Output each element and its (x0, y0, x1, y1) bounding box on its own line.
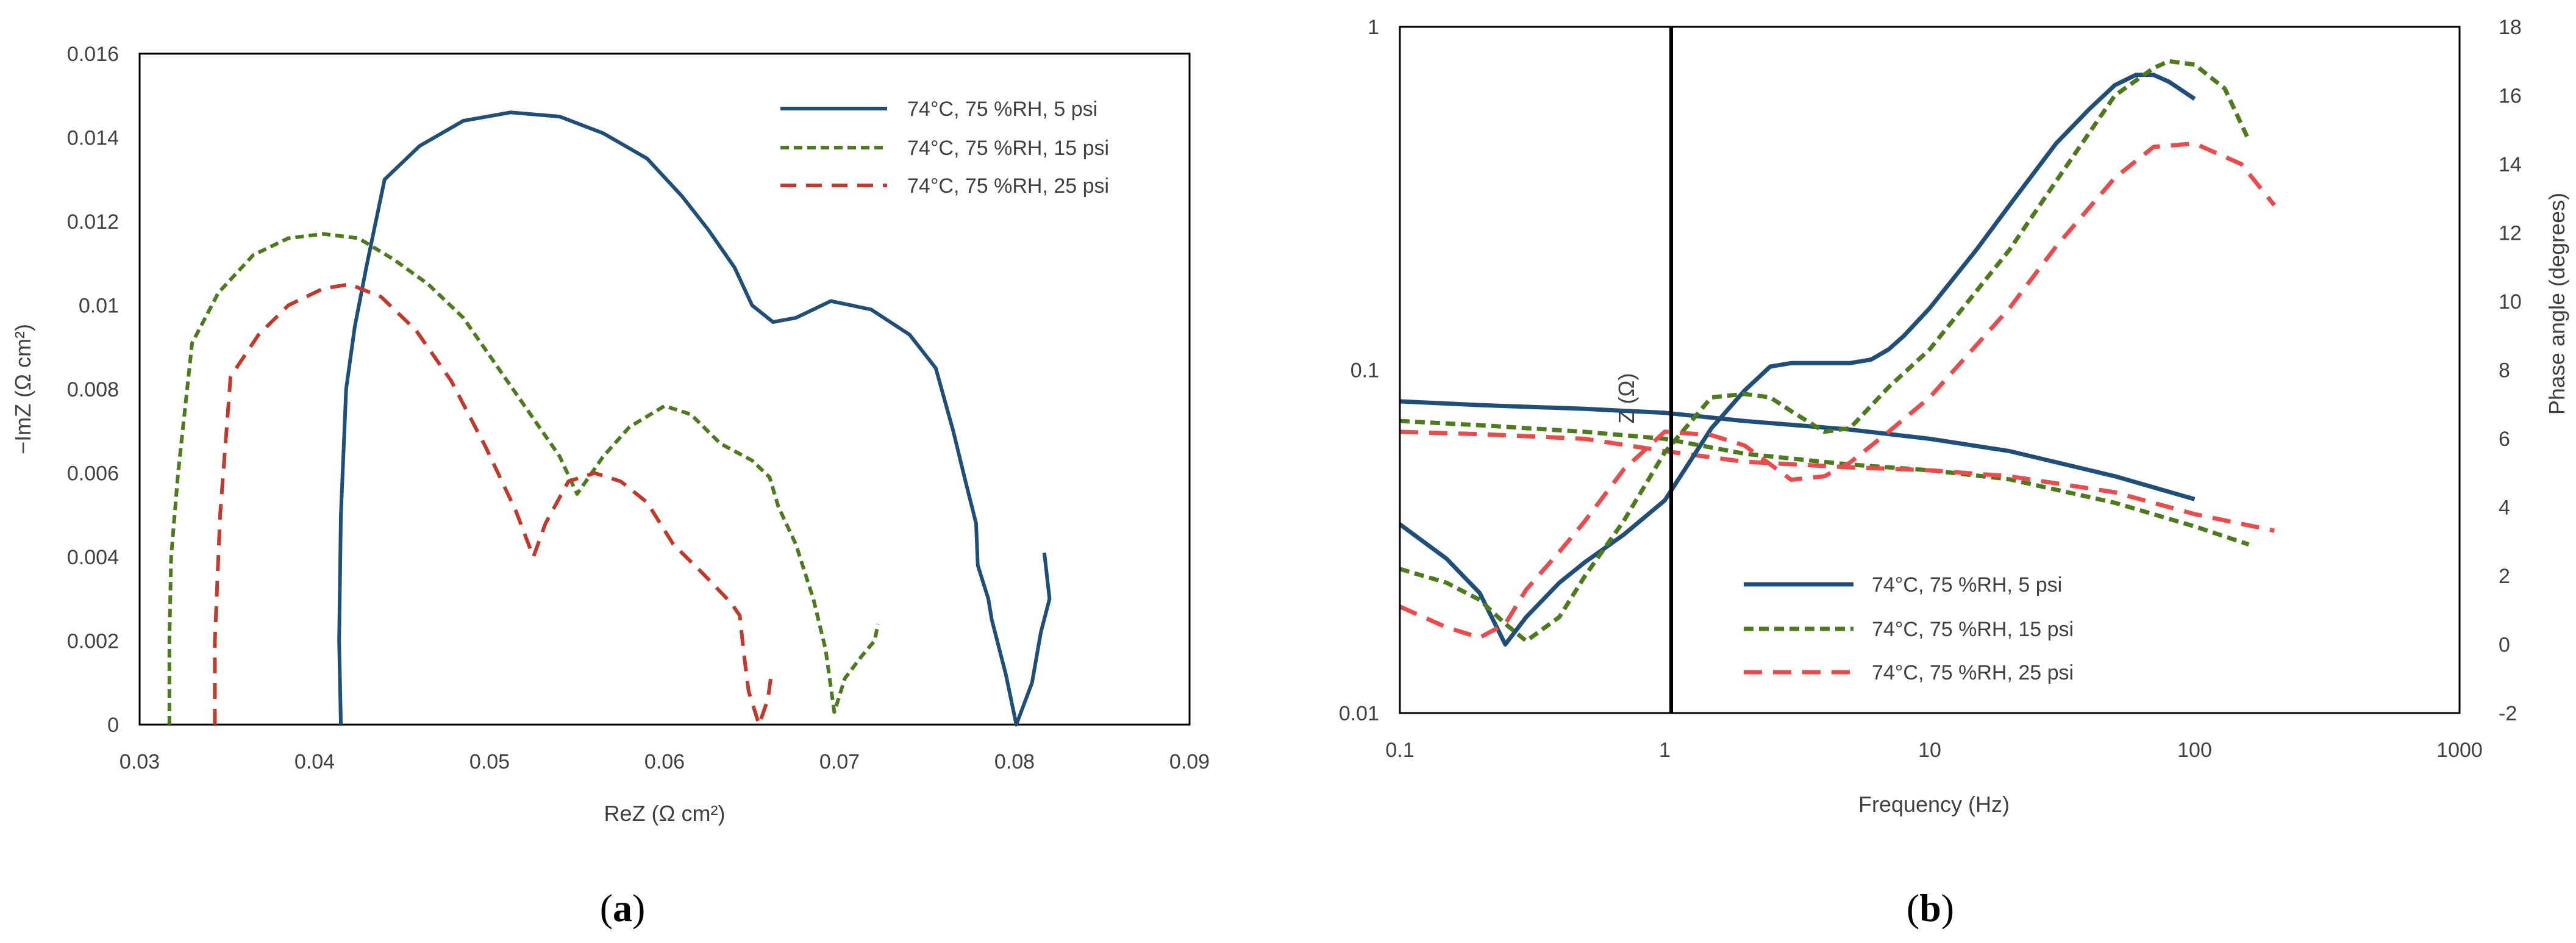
chart-b-legend: 74°C, 75 %RH, 5 psi 74°C, 75 %RH, 15 psi… (1744, 573, 2074, 684)
chart-a-series-line-5psi (337, 110, 1052, 726)
chart-a-x-tick-label: 0.03 (120, 750, 160, 773)
chart-a-y-tick-label: 0.016 (67, 43, 119, 66)
chart-a-y-axis-label: −ImZ (Ω cm²) (10, 324, 35, 454)
chart-a-series-line-15psi (167, 232, 880, 725)
chart-a-x-tick-label: 0.06 (644, 750, 685, 773)
chart-b-x-tick-labels: 0.1 1 10 100 1000 (1385, 739, 2482, 762)
chart-b-phase-line-25psi (1399, 141, 2277, 640)
panel-label-b: (b) (1907, 886, 1954, 930)
chart-b-y2-tick-label: 16 (2499, 85, 2522, 108)
chart-b-y2-tick-label: 2 (2499, 565, 2510, 588)
chart-a-y-tick-label: 0.008 (67, 378, 119, 401)
chart-a-y-tick-labels: 0 0.002 0.004 0.006 0.008 0.01 0.012 0.014 0.016 (67, 43, 119, 737)
chart-b-y2-tick-label: 18 (2499, 16, 2522, 39)
panel-label-b-letter: b (1919, 886, 1941, 930)
chart-b-x-tick-label: 1 (1659, 739, 1671, 762)
chart-b-impedance-line-5psi (1399, 399, 2196, 501)
panel-label-b-open: ( (1907, 886, 1919, 930)
panel-label-a-letter: a (613, 886, 632, 930)
chart-b-y2-tick-label: 12 (2499, 222, 2522, 245)
chart-a-x-tick-label: 0.08 (994, 750, 1035, 773)
chart-b-y2-tick-label: 0 (2499, 634, 2510, 657)
chart-b-y-tick-label: 0.1 (1350, 359, 1379, 382)
chart-b-y2-tick-label: 6 (2499, 428, 2510, 451)
chart-b-bode: 0.1 1 10 100 1000 0.01 0.1 1 -2 0 2 4 6 8 10 12 14 16 18… (1339, 16, 2569, 817)
chart-b-y2-axis-label: Phase angle (degrees) (2544, 193, 2569, 415)
chart-b-x-tick-label: 100 (2177, 739, 2212, 762)
chart-a-x-tick-label: 0.04 (294, 750, 335, 773)
chart-b-y-tick-label: 1 (1368, 16, 1379, 39)
chart-a-x-axis-label: ReZ (Ω cm²) (604, 801, 726, 826)
legend-a-label-5psi: 74°C, 75 %RH, 5 psi (907, 98, 1097, 121)
legend-b-label-25psi: 74°C, 75 %RH, 25 psi (1872, 661, 2074, 684)
panel-label-a: (a) (600, 886, 646, 930)
chart-b-y2-tick-label: 14 (2499, 153, 2522, 176)
chart-a-y-tick-label: 0.01 (79, 295, 119, 318)
legend-a-label-15psi: 74°C, 75 %RH, 15 psi (907, 137, 1109, 160)
chart-a-x-tick-label: 0.05 (469, 750, 510, 773)
chart-b-y2-tick-label: 10 (2499, 290, 2522, 314)
chart-b-y2-tick-labels: -2 0 2 4 6 8 10 12 14 16 18 (2499, 16, 2522, 725)
chart-a-x-tick-label: 0.09 (1169, 750, 1210, 773)
chart-a-y-tick-label: 0 (107, 714, 119, 737)
chart-a-y-tick-label: 0.004 (67, 546, 119, 569)
chart-b-phase-line-5psi (1398, 73, 2196, 647)
chart-b-x-tick-label: 1000 (2436, 739, 2483, 762)
chart-b-x-tick-label: 10 (1918, 739, 1941, 762)
chart-a-series (167, 110, 1052, 726)
chart-b-y-tick-label: 0.01 (1339, 702, 1379, 725)
chart-b-x-axis-label: Frequency (Hz) (1858, 792, 2010, 817)
chart-a-series-line-25psi (213, 282, 774, 726)
chart-b-plot-frame (1399, 26, 2461, 714)
chart-b-y-tick-labels: 0.01 0.1 1 (1339, 16, 1379, 725)
legend-a-label-25psi: 74°C, 75 %RH, 25 psi (907, 174, 1109, 198)
chart-a-y-tick-label: 0.014 (67, 127, 119, 150)
chart-a-x-tick-labels: 0.03 0.04 0.05 0.06 0.07 0.08 0.09 (120, 750, 1210, 773)
chart-a-legend: 74°C, 75 %RH, 5 psi 74°C, 75 %RH, 15 psi… (780, 98, 1109, 198)
chart-b-y2-tick-label: -2 (2499, 702, 2517, 725)
chart-a-x-tick-label: 0.07 (819, 750, 860, 773)
panel-label-a-close: ) (632, 886, 645, 930)
chart-b-series (1398, 59, 2277, 647)
chart-a-y-tick-label: 0.012 (67, 210, 119, 234)
chart-a-nyquist: 0.03 0.04 0.05 0.06 0.07 0.08 0.09 0 0.002 0.004… (10, 43, 1210, 826)
chart-b-phase-line-15psi (1399, 59, 2251, 644)
chart-b-y2-tick-label: 8 (2499, 359, 2510, 382)
panel-label-b-close: ) (1941, 886, 1954, 930)
legend-b-label-15psi: 74°C, 75 %RH, 15 psi (1872, 618, 2074, 641)
chart-b-impedance-line-25psi (1399, 429, 2275, 533)
chart-b-y-axis-label: Z (Ω) (1614, 373, 1639, 424)
chart-b-x-tick-label: 0.1 (1385, 739, 1414, 762)
chart-a-y-tick-label: 0.006 (67, 462, 119, 486)
chart-a-plot-frame (138, 52, 1191, 726)
legend-b-label-5psi: 74°C, 75 %RH, 5 psi (1872, 573, 2062, 597)
chart-a-y-tick-label: 0.002 (67, 630, 119, 653)
chart-b-impedance-line-15psi (1399, 418, 2250, 547)
panel-label-a-open: ( (600, 886, 613, 930)
chart-b-y2-tick-label: 4 (2499, 497, 2510, 520)
